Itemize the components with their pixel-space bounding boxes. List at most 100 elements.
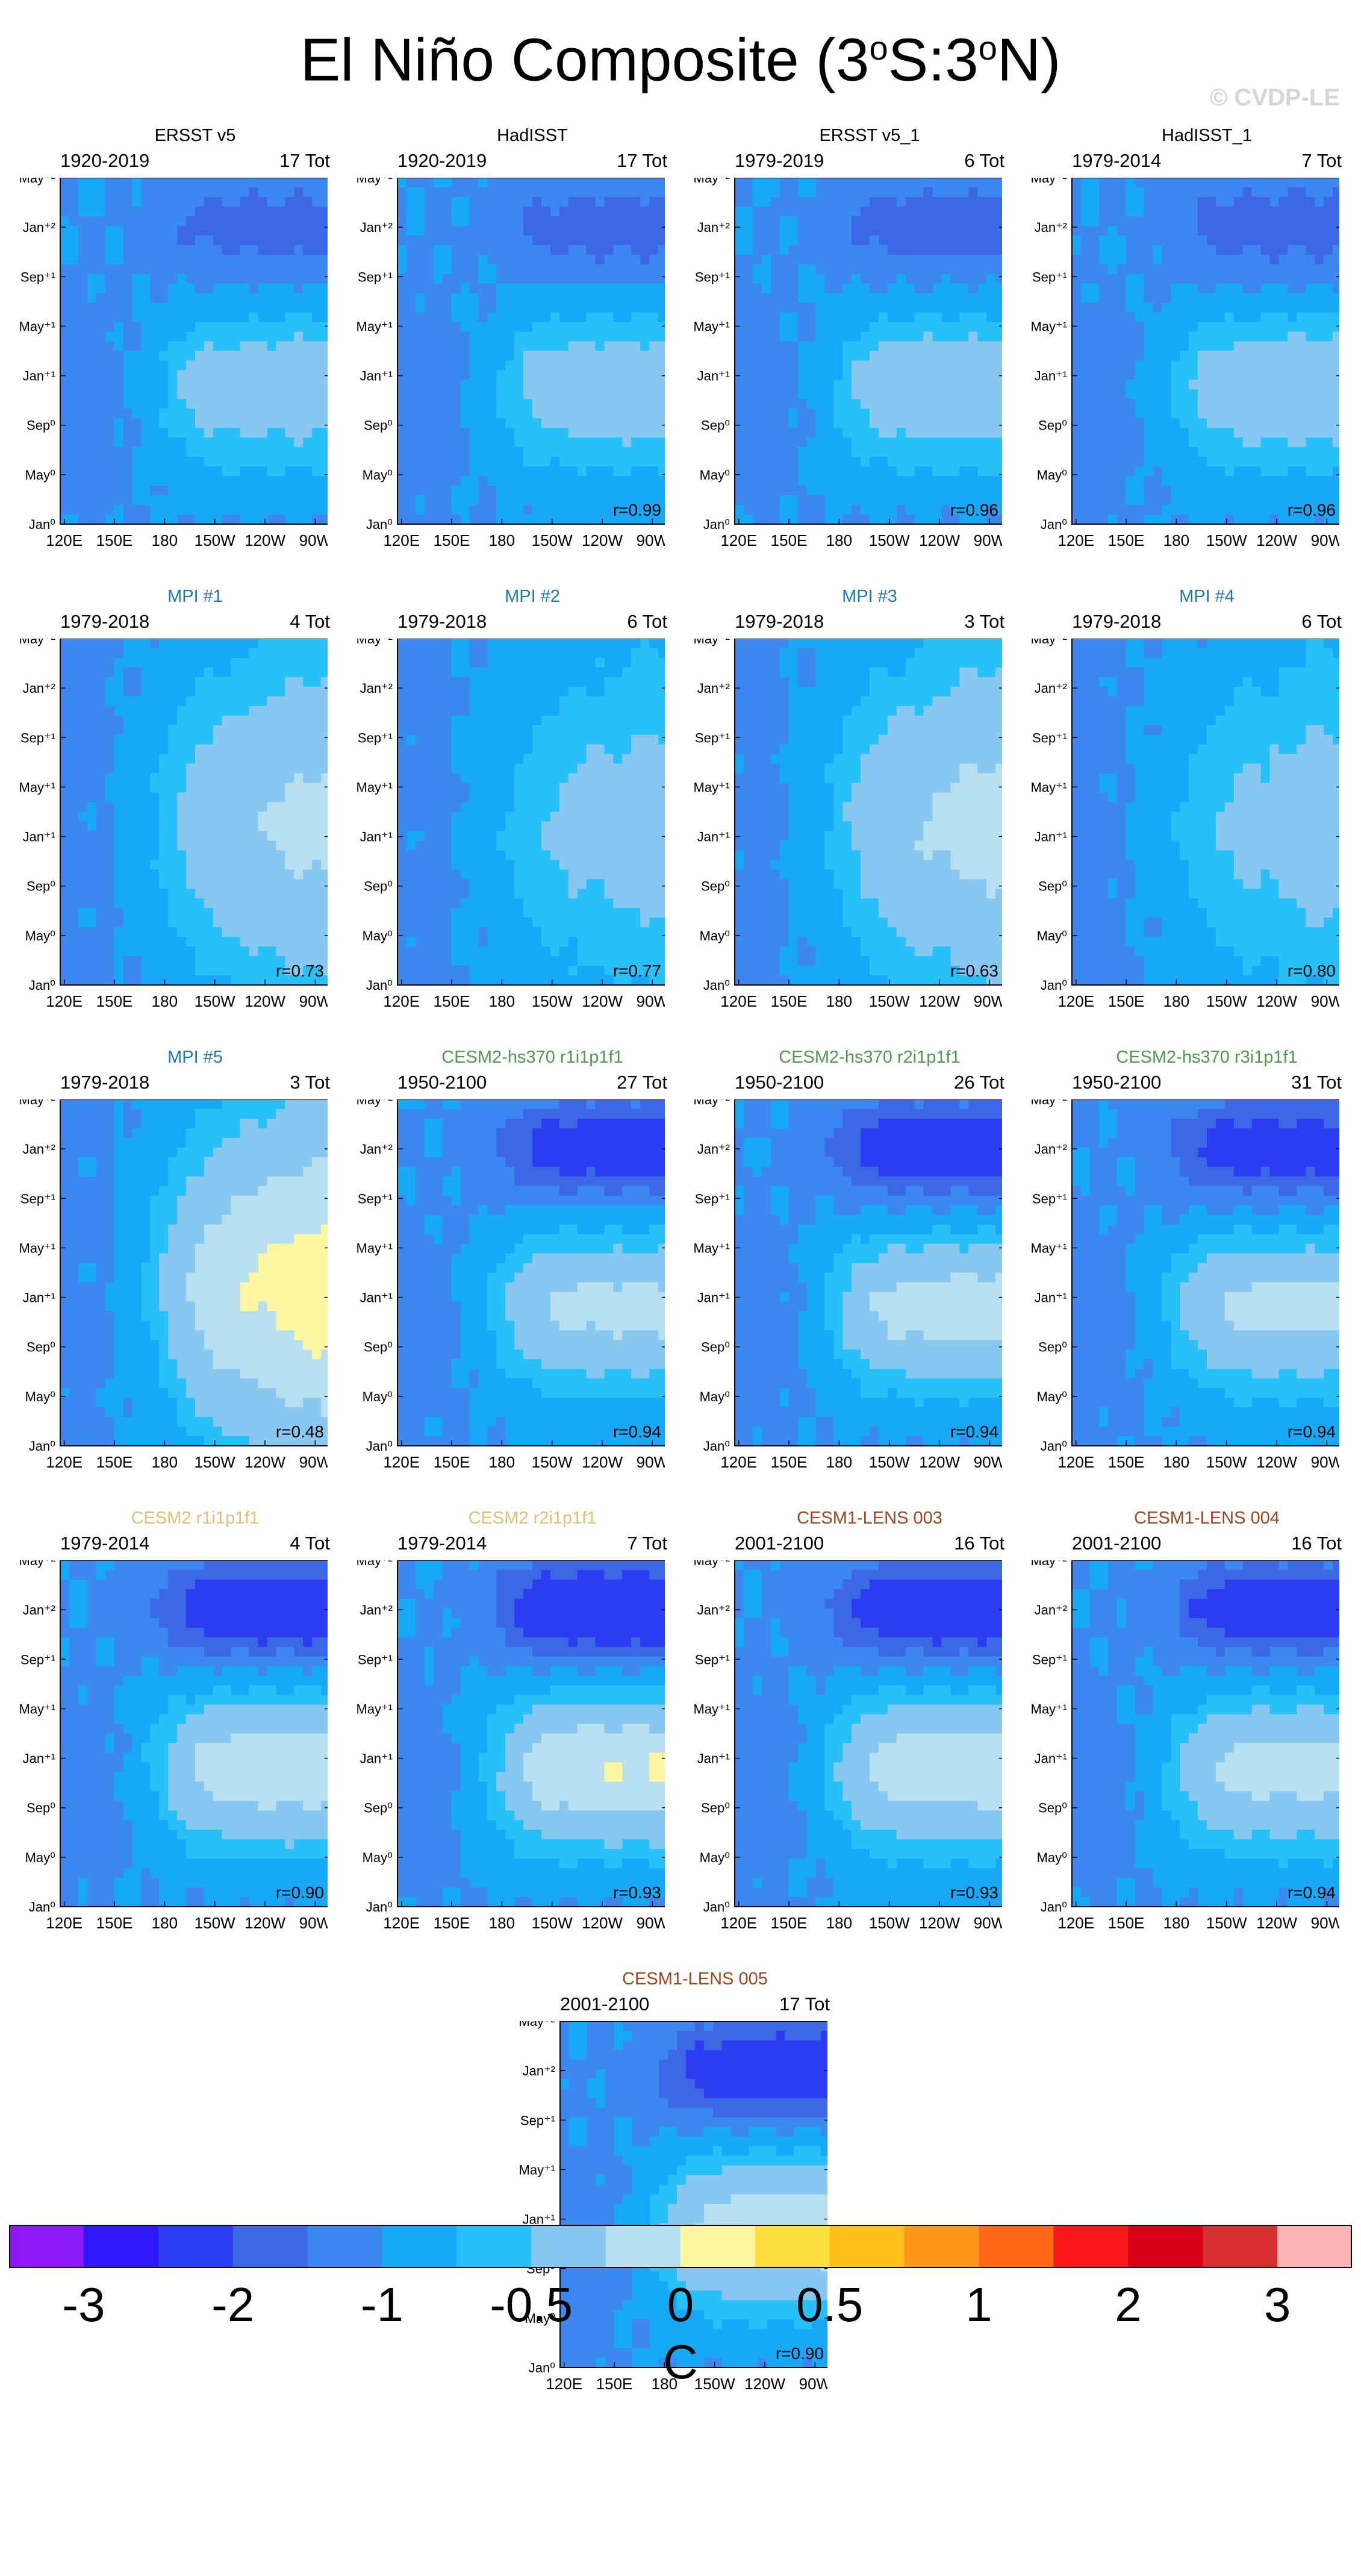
heatmap-cell (1207, 178, 1216, 188)
heatmap-cell (285, 178, 294, 188)
heatmap-cell (1215, 264, 1226, 275)
heatmap-cell (96, 437, 106, 448)
heatmap-cell (532, 341, 542, 352)
heatmap-cell (141, 725, 151, 736)
heatmap-cell (968, 399, 978, 409)
heatmap-cell (1171, 235, 1180, 246)
heatmap-cell (914, 486, 924, 496)
heatmap-cell (1189, 283, 1198, 294)
heatmap-cell (1153, 380, 1162, 390)
heatmap-cell (132, 408, 142, 419)
heatmap-cell (743, 245, 753, 255)
heatmap-cell (1162, 418, 1171, 428)
heatmap-cell (69, 245, 79, 255)
heatmap-cell (1315, 196, 1324, 207)
heatmap-cell (204, 466, 214, 477)
heatmap-cell (1269, 370, 1280, 381)
heatmap-cell (1171, 341, 1180, 352)
heatmap-cell (1207, 380, 1216, 390)
heatmap-cell (806, 447, 816, 457)
heatmap-cell (1089, 196, 1100, 207)
heatmap-cell (1251, 505, 1262, 515)
heatmap-cell (923, 408, 933, 419)
heatmap-cell (743, 360, 753, 371)
heatmap-cell (1180, 495, 1189, 505)
heatmap-cell (923, 216, 933, 227)
heatmap-cell (861, 514, 870, 525)
heatmap-cell (87, 389, 97, 399)
heatmap-cell (231, 341, 241, 352)
heatmap-cell (424, 283, 434, 294)
heatmap-cell (69, 312, 79, 323)
heatmap-cell (240, 264, 250, 275)
heatmap-cell (1242, 178, 1253, 188)
heatmap-cell (222, 206, 232, 217)
heatmap-cell (1233, 196, 1244, 207)
heatmap-cell (496, 495, 506, 505)
heatmap-cell (1224, 302, 1235, 313)
heatmap-cell (1288, 476, 1297, 486)
heatmap-cell (240, 677, 250, 687)
heatmap-cell (132, 505, 142, 515)
heatmap-cell (604, 283, 614, 294)
heatmap-cell (806, 216, 816, 227)
heatmap-cell (815, 380, 825, 390)
heatmap-cell (995, 225, 1002, 236)
heatmap-cell (294, 399, 304, 409)
heatmap-cell (824, 399, 834, 409)
heatmap-cell (1117, 225, 1127, 236)
heatmap-cell (1117, 274, 1127, 284)
heatmap-cell (870, 380, 879, 390)
heatmap-cell (761, 293, 771, 304)
heatmap-cell (1144, 399, 1153, 409)
heatmap-cell (878, 418, 888, 428)
heatmap-cell (1224, 245, 1235, 255)
heatmap-cell (1333, 274, 1339, 284)
heatmap-cell (195, 792, 205, 803)
heatmap-cell (622, 178, 632, 188)
heatmap-cell (1072, 331, 1082, 342)
heatmap-cell (1162, 235, 1171, 246)
heatmap-cell (861, 312, 870, 323)
heatmap-cell (276, 196, 285, 207)
heatmap-cell (186, 302, 196, 313)
heatmap-cell (321, 293, 328, 304)
heatmap-cell (231, 466, 241, 477)
heatmap-cell (541, 360, 551, 371)
heatmap-cell (761, 380, 771, 390)
heatmap-cell (433, 341, 443, 352)
heatmap-cell (752, 447, 762, 457)
heatmap-cell (1180, 225, 1189, 236)
heatmap-cell (1080, 447, 1091, 457)
heatmap-cell (905, 178, 915, 188)
heatmap-cell (177, 408, 187, 419)
heatmap-cell (532, 505, 542, 515)
heatmap-cell (105, 331, 115, 342)
heatmap-cell (469, 206, 479, 217)
heatmap-cell (658, 341, 665, 352)
heatmap-cell (640, 245, 650, 255)
heatmap-cell (833, 428, 843, 438)
heatmap-cell (159, 744, 169, 755)
heatmap-cell (1324, 399, 1333, 409)
heatmap-cell (1144, 457, 1153, 467)
heatmap-cell (204, 514, 214, 525)
heatmap-cell (743, 457, 753, 467)
heatmap-cell (887, 178, 897, 188)
heatmap-cell (622, 274, 632, 284)
heatmap-cell (779, 312, 790, 323)
heatmap-cell (815, 187, 825, 198)
heatmap-cell (1207, 235, 1216, 246)
heatmap-cell (321, 312, 328, 323)
heatmap-cell (1198, 196, 1207, 207)
heatmap-cell (60, 514, 70, 525)
heatmap-cell (586, 505, 596, 515)
heatmap-cell (1080, 331, 1091, 342)
heatmap-cell (743, 399, 753, 409)
heatmap-cell (852, 225, 861, 236)
heatmap-cell (78, 447, 88, 457)
heatmap-cell (649, 283, 659, 294)
heatmap-cell (222, 428, 232, 438)
heatmap-cell (1215, 486, 1226, 496)
heatmap-cell (132, 360, 142, 371)
